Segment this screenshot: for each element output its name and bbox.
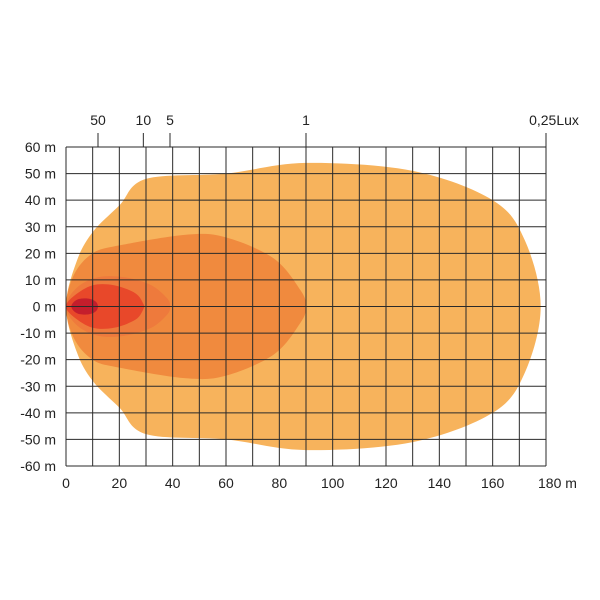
y-tick-label: 20 m	[25, 245, 56, 261]
lux-markers: 50 10 5 1 0,25Lux	[90, 112, 579, 147]
x-tick-label: 40	[165, 475, 181, 491]
x-tick-label: 120	[374, 475, 398, 491]
y-tick-label: -20 m	[20, 352, 56, 368]
x-tick-label: 20	[112, 475, 128, 491]
x-axis: 0 20 40 60 80 100 120 140 160 180 m	[62, 475, 577, 491]
x-tick-label: 60	[218, 475, 234, 491]
y-tick-label: 40 m	[25, 192, 56, 208]
x-tick-label: 180 m	[538, 475, 577, 491]
x-tick-label: 140	[428, 475, 452, 491]
y-tick-label: 30 m	[25, 219, 56, 235]
y-tick-label: -10 m	[20, 325, 56, 341]
gridlines	[65, 146, 547, 467]
x-tick-label: 0	[62, 475, 70, 491]
lux-marker-label: 10	[136, 112, 152, 128]
y-tick-label: 0 m	[33, 299, 56, 315]
lux-marker-label: 5	[166, 112, 174, 128]
x-tick-label: 160	[481, 475, 505, 491]
lux-marker-label: 1	[302, 112, 310, 128]
y-tick-label: 50 m	[25, 166, 56, 182]
y-tick-label: 60 m	[25, 139, 56, 155]
x-tick-label: 100	[321, 475, 345, 491]
y-tick-label: 10 m	[25, 272, 56, 288]
x-tick-label: 80	[272, 475, 288, 491]
y-tick-label: -60 m	[20, 458, 56, 474]
y-tick-label: -40 m	[20, 405, 56, 421]
y-axis: 60 m 50 m 40 m 30 m 20 m 10 m 0 m -10 m -20 m -30…	[20, 139, 56, 474]
y-tick-label: -50 m	[20, 431, 56, 447]
y-tick-label: -30 m	[20, 378, 56, 394]
lux-marker-label: 50	[90, 112, 106, 128]
lux-marker-label: 0,25Lux	[529, 112, 579, 128]
